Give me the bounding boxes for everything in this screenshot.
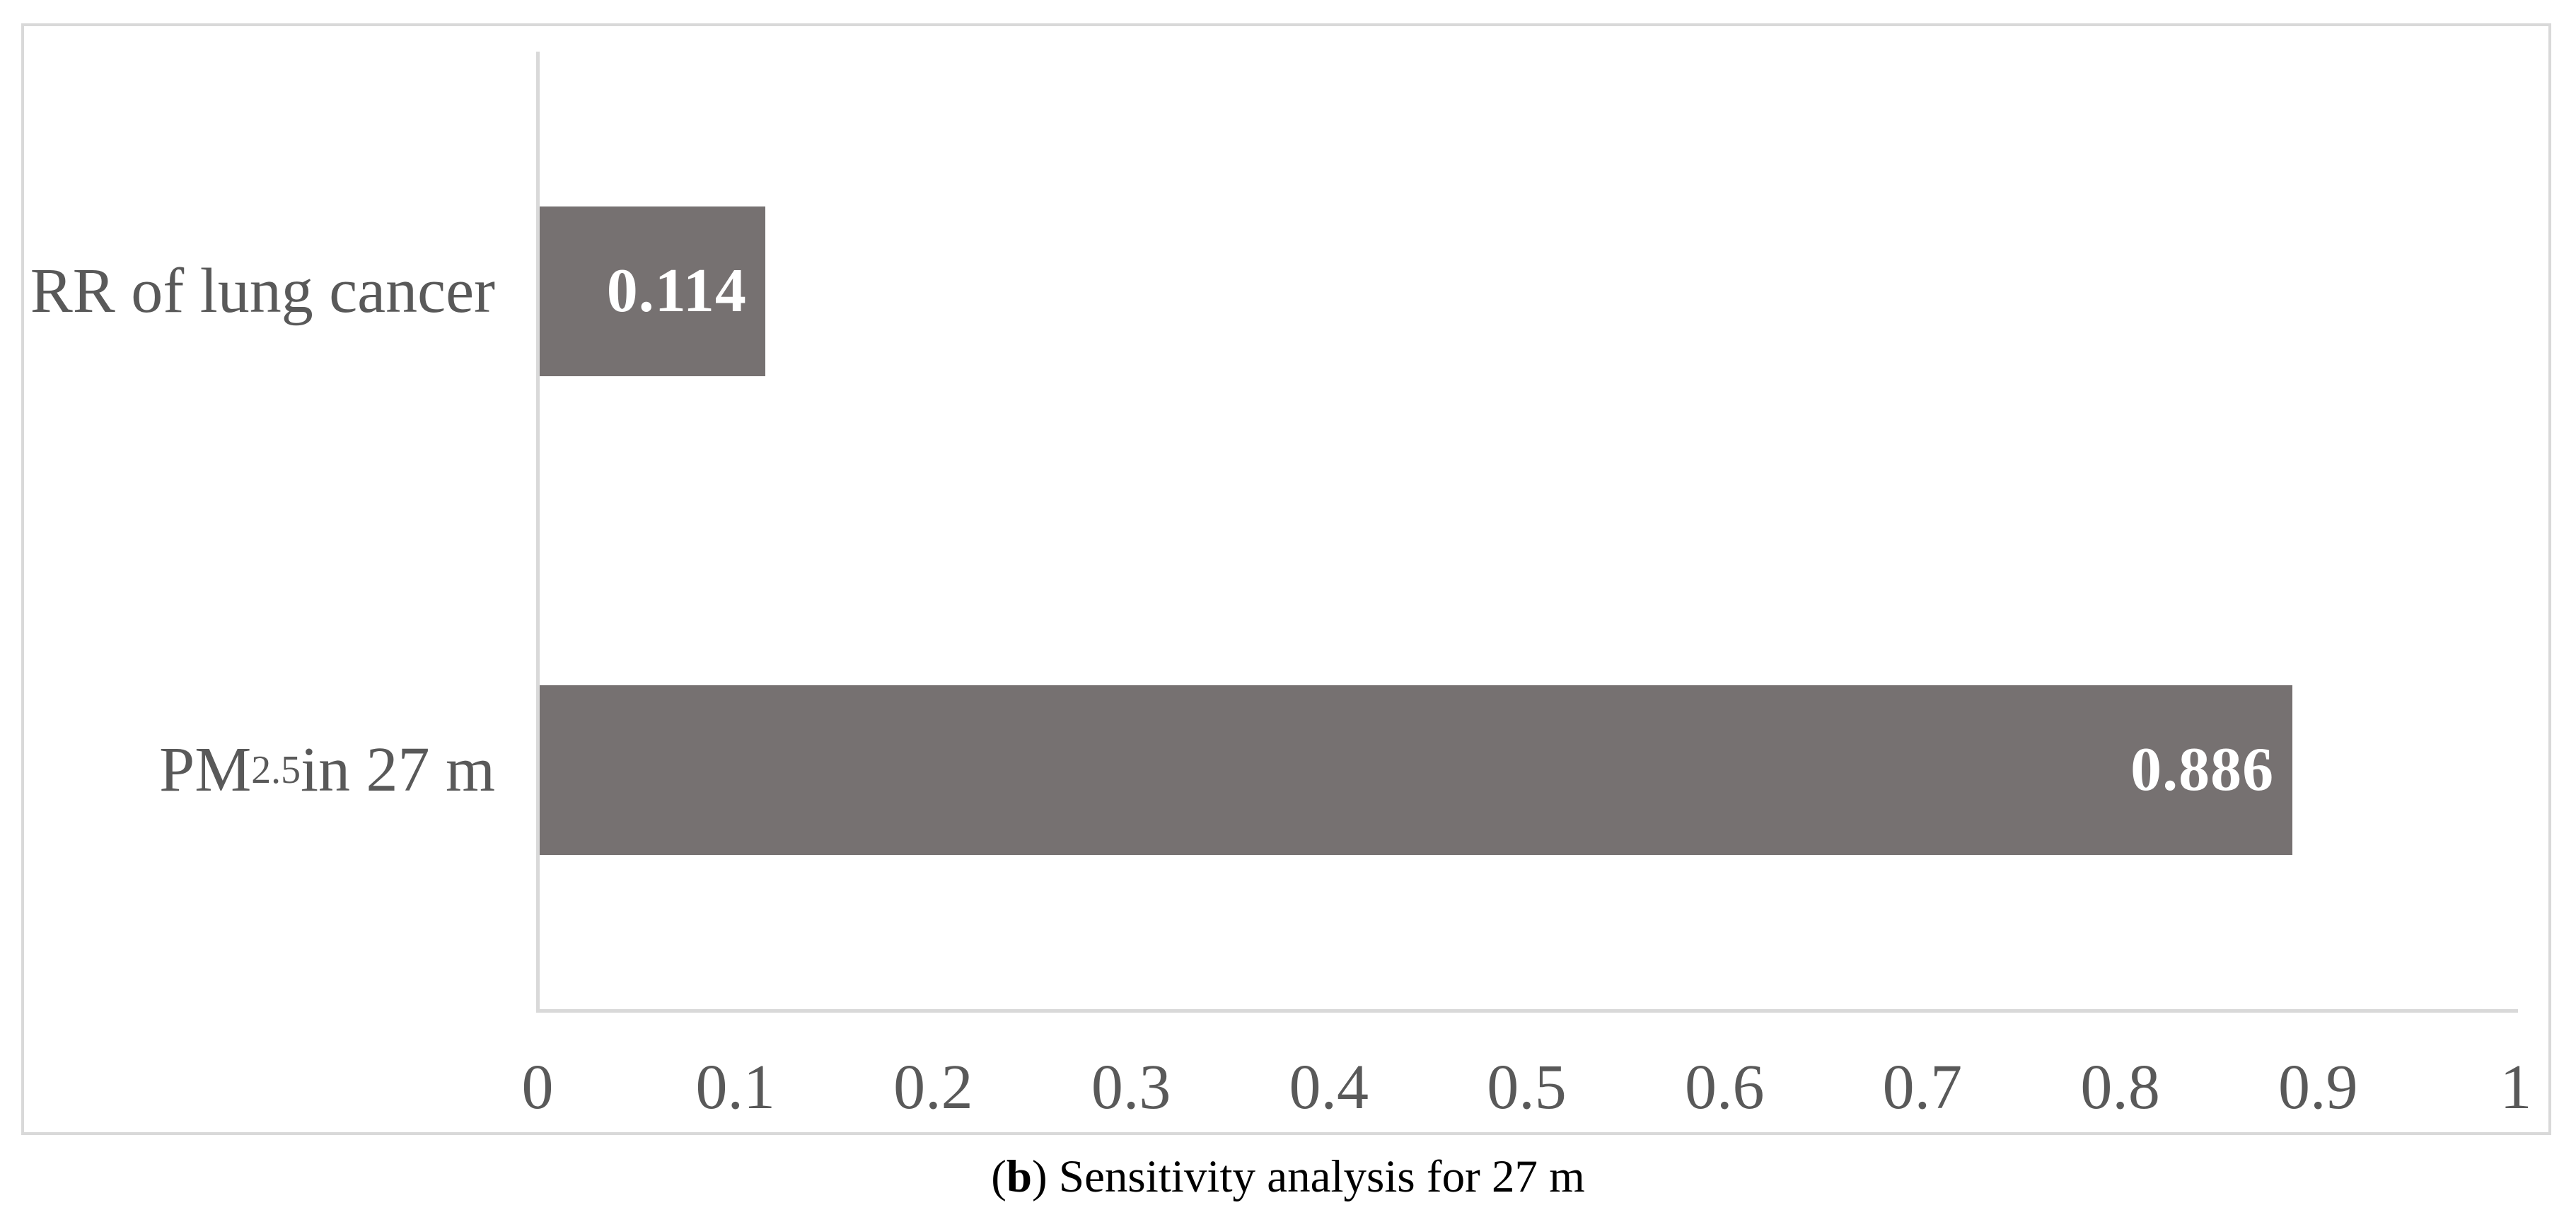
category-label-text: in 27 m (300, 735, 495, 805)
bar-value-label: 0.114 (606, 257, 747, 325)
caption-suffix: ) Sensitivity analysis for 27 m (1032, 1151, 1585, 1202)
x-tick-label: 0.2 (893, 1052, 973, 1122)
category-label: PM 2.5 in 27 m (159, 735, 495, 805)
x-tick-label: 0.4 (1289, 1052, 1369, 1122)
category-label: RR of lung cancer (0, 206, 523, 376)
x-tick-label: 0.1 (695, 1052, 775, 1122)
x-tick-label: 0.9 (2278, 1052, 2358, 1122)
plot-area: 0.114 0.886 (536, 52, 2518, 1013)
caption-prefix: ( (991, 1151, 1006, 1202)
category-label-text: PM (159, 735, 252, 805)
figure-border (21, 23, 2551, 1135)
caption-bold-letter: b (1006, 1151, 1033, 1202)
x-tick-label: 0.5 (1487, 1052, 1567, 1122)
category-label-text: RR of lung cancer (30, 256, 495, 326)
x-tick-label: 1 (2500, 1052, 2532, 1122)
x-tick-label: 0.3 (1091, 1052, 1171, 1122)
bar: 0.114 (540, 206, 765, 376)
x-tick-label: 0 (521, 1052, 554, 1122)
x-tick-label: 0.6 (1684, 1052, 1765, 1122)
figure-caption: (b) Sensitivity analysis for 27 m (0, 1146, 2576, 1208)
bar: 0.886 (540, 685, 2293, 855)
bar-value-label: 0.886 (2130, 735, 2275, 804)
x-axis-tick-labels: 0 0.1 0.2 0.3 0.4 0.5 0.6 0.7 0.8 0.9 1 (522, 1040, 2532, 1136)
x-tick-label: 0.8 (2080, 1052, 2160, 1122)
bars-layer: 0.114 0.886 (540, 52, 2518, 1009)
x-tick-label: 0.7 (1882, 1052, 1963, 1122)
